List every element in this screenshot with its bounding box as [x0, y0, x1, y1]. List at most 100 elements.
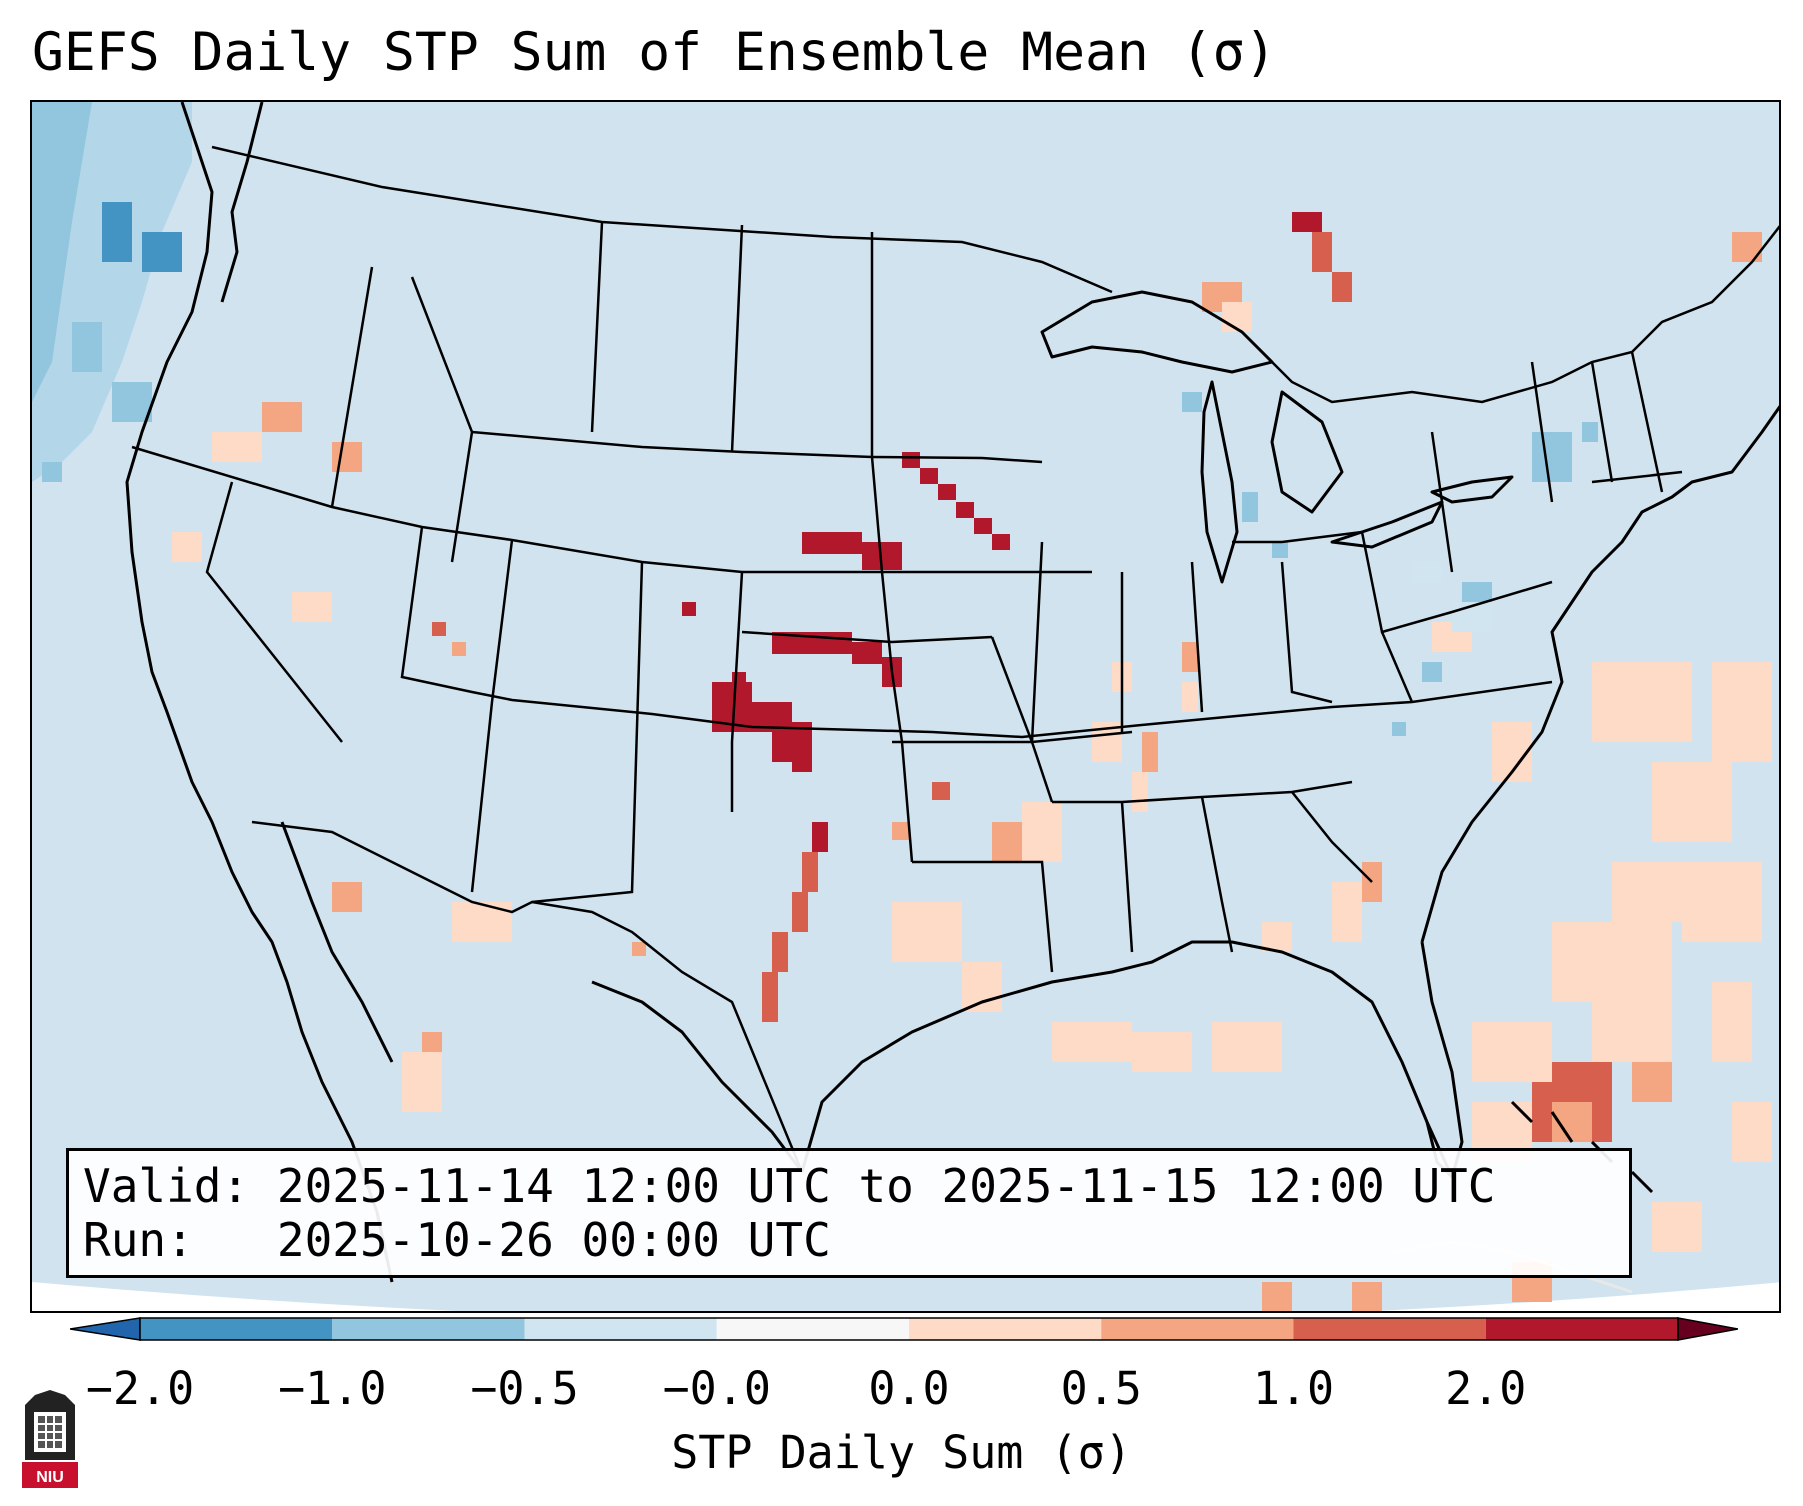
stp-grid-cell	[1352, 1282, 1382, 1311]
political-borders	[131, 145, 1779, 1173]
colorbar-tick-label: 0.0	[868, 1362, 950, 1415]
colorbar-tick-label: −1.0	[278, 1362, 387, 1415]
stp-grid-cell	[792, 892, 808, 932]
stp-grid-cell	[72, 322, 102, 372]
stp-grid-cell	[42, 462, 62, 482]
valid-label: Valid:	[83, 1159, 250, 1213]
stp-grid-cell	[1182, 642, 1198, 672]
stp-grid-cell	[1272, 542, 1288, 558]
run-time: 2025-10-26 00:00 UTC	[276, 1213, 831, 1267]
stp-grid-cell	[852, 642, 882, 664]
stp-grid-cell	[892, 902, 962, 962]
stp-grid-cell	[172, 532, 202, 562]
colorbar-segment	[332, 1318, 525, 1340]
colorbar-tick-label: 0.5	[1060, 1362, 1142, 1415]
stp-grid-cell	[1332, 272, 1352, 302]
stp-grid-cell	[1182, 392, 1202, 412]
colorbar-segment	[909, 1318, 1102, 1340]
lake-ontario	[1430, 475, 1514, 504]
stp-grid-cell	[1592, 662, 1692, 742]
colorbar-tick-label: −2.0	[85, 1362, 195, 1415]
stp-grid-cell	[1242, 492, 1258, 522]
valid-run-info-box: Valid: 2025-11-14 12:00 UTC to 2025-11-1…	[66, 1148, 1632, 1278]
stp-grid-cell	[1732, 232, 1762, 262]
stp-grid-cell	[452, 902, 512, 942]
map-panel	[30, 100, 1781, 1313]
colorbar	[70, 1317, 1738, 1341]
stp-grid-cell	[1332, 882, 1362, 942]
stp-grid-cell	[142, 232, 182, 272]
stp-grid-cell	[1652, 762, 1732, 842]
lake-erie	[1330, 500, 1444, 549]
stp-grid-cell	[892, 822, 910, 840]
colorbar-tick-label: 1.0	[1252, 1362, 1335, 1415]
stp-grid-cell	[1132, 1032, 1192, 1072]
map-canvas	[32, 102, 1779, 1311]
stp-grid-cell	[956, 502, 974, 518]
stp-grid-cell	[402, 1052, 442, 1112]
us-mexico-border	[251, 820, 804, 1173]
colorbar-segment	[716, 1318, 909, 1340]
stp-grid-cell	[262, 402, 302, 432]
stp-grid-cell	[1582, 422, 1598, 442]
stp-grid-cell	[1052, 1022, 1132, 1062]
colorbar-label: STP Daily Sum (σ)	[671, 1426, 1132, 1479]
chart-title: GEFS Daily STP Sum of Ensemble Mean (σ)	[32, 22, 1277, 83]
stp-grid-cell	[1182, 682, 1198, 712]
stp-grid-cell	[802, 532, 862, 554]
gulf-coast	[591, 940, 1464, 1179]
stp-grid-cell	[212, 432, 262, 462]
stp-grid-cell	[812, 822, 828, 852]
colorbar-tick-label: −0.0	[662, 1362, 771, 1415]
stp-grid-cell	[432, 622, 446, 636]
colorbar-segment	[1293, 1318, 1486, 1340]
colorbar-tick-label: 2.0	[1445, 1362, 1527, 1415]
stp-grid-cell	[1392, 722, 1406, 736]
colorbar-segment	[524, 1318, 717, 1340]
stp-grid-cell	[332, 882, 362, 912]
stp-grid-cell	[1132, 772, 1148, 812]
stp-grid-cell	[1472, 1022, 1552, 1082]
stp-grid-cell	[1292, 212, 1322, 232]
stp-grid-cell	[1532, 432, 1572, 482]
west-coast	[125, 102, 394, 1283]
us-canada-border	[211, 145, 1113, 294]
stp-grid-cell	[1652, 1202, 1702, 1252]
lake-huron	[1270, 390, 1344, 514]
stp-grid-cell	[920, 468, 938, 484]
colorbar-segment	[140, 1318, 333, 1340]
stp-grid-cell	[1712, 982, 1752, 1062]
stp-grid-cell	[1312, 232, 1332, 272]
colorbar-extend-min	[70, 1317, 141, 1341]
stp-grid-cell	[932, 782, 950, 800]
lake-michigan	[1200, 380, 1239, 584]
stp-grid-cell	[1732, 1102, 1772, 1162]
stp-grid-cell	[1712, 662, 1772, 762]
run-label: Run:	[83, 1213, 194, 1267]
stp-grid-cell	[1462, 582, 1492, 602]
off-domain-area	[32, 1282, 1779, 1311]
stp-grid-cell	[732, 672, 746, 686]
stp-grid-cell	[682, 602, 696, 616]
stp-grid-cell	[1412, 562, 1442, 582]
stp-grid-cell	[1142, 732, 1158, 772]
stp-grid-cell	[962, 962, 1002, 1012]
stp-grid-cell	[792, 742, 812, 772]
stp-grid-cell	[1222, 302, 1252, 332]
stp-grid-cell	[762, 972, 778, 1022]
stp-grid-cell	[992, 822, 1022, 862]
stp-grid-cell	[1632, 1062, 1672, 1102]
stp-grid-cell	[332, 442, 362, 472]
colorbar-segment	[1101, 1318, 1294, 1340]
colorbar-extend-max	[1677, 1317, 1738, 1341]
east-coast	[1420, 405, 1779, 943]
valid-time-range: 2025-11-14 12:00 UTC to 2025-11-15 12:00…	[276, 1159, 1496, 1213]
stp-grid-cell	[938, 484, 956, 500]
svg-text:NIU: NIU	[36, 1469, 64, 1486]
stp-grid-cell	[1262, 1282, 1292, 1311]
stp-grid-cell	[422, 1032, 442, 1052]
stp-grid-cell	[632, 942, 646, 956]
stp-grid-cell	[1212, 1022, 1282, 1072]
stp-grid-cell	[1682, 862, 1762, 942]
colorbar-segment	[1485, 1318, 1678, 1340]
